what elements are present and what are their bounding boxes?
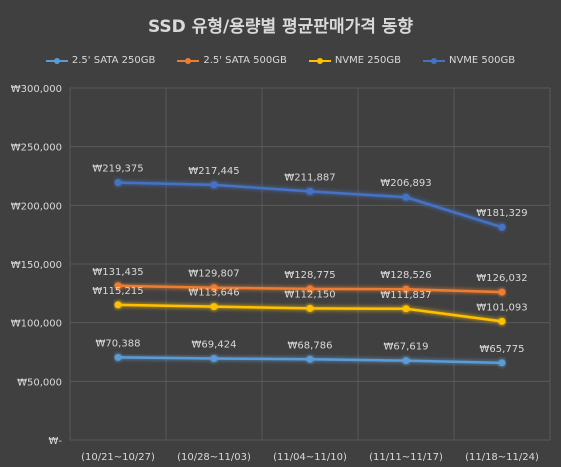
data-point	[114, 353, 122, 361]
data-point	[114, 301, 122, 309]
y-tick-label: ₩-	[49, 436, 63, 447]
data-label: ₩112,150	[284, 289, 335, 300]
data-label: ₩128,775	[284, 270, 335, 281]
data-label: ₩65,775	[480, 344, 525, 355]
data-point	[402, 285, 410, 293]
data-label: ₩129,807	[188, 269, 239, 280]
data-point	[498, 317, 506, 325]
data-point	[498, 359, 506, 367]
legend-item-sata-500: 2.5' SATA 500GB	[177, 55, 287, 66]
data-point	[498, 223, 506, 231]
legend-label: NVME 500GB	[448, 55, 516, 66]
data-point	[498, 288, 506, 296]
y-tick-label: ₩250,000	[11, 143, 62, 154]
x-tick-label: (10/28~11/03)	[177, 452, 251, 463]
data-point	[306, 285, 314, 293]
data-point	[402, 357, 410, 365]
data-point	[114, 282, 122, 290]
data-point	[402, 305, 410, 313]
data-point	[306, 304, 314, 312]
y-tick-label: ₩50,000	[17, 377, 62, 388]
y-tick-label: ₩150,000	[11, 260, 62, 271]
data-label: ₩211,887	[284, 172, 335, 183]
data-label: ₩219,375	[92, 164, 143, 175]
y-tick-label: ₩300,000	[11, 84, 62, 95]
data-point	[114, 179, 122, 187]
legend-swatch-icon	[422, 56, 445, 66]
data-label: ₩128,526	[380, 270, 431, 281]
data-point	[210, 181, 218, 189]
data-label: ₩115,215	[92, 286, 143, 297]
data-point	[210, 355, 218, 363]
data-label: ₩67,619	[384, 342, 429, 353]
chart-title: SSD 유형/용량별 평균판매가격 동향	[147, 17, 414, 37]
y-tick-label: ₩200,000	[11, 201, 62, 212]
data-point	[210, 284, 218, 292]
x-tick-label: (10/21~10/27)	[81, 452, 155, 463]
y-tick-label: ₩100,000	[11, 319, 62, 330]
data-point	[306, 187, 314, 195]
data-label: ₩206,893	[380, 178, 431, 189]
data-label: ₩217,445	[188, 166, 239, 177]
data-label: ₩101,093	[476, 302, 527, 313]
legend-swatch-icon	[45, 56, 68, 66]
x-tick-label: (11/04~11/10)	[273, 452, 347, 463]
legend-item-sata-250: 2.5' SATA 250GB	[45, 55, 156, 66]
legend-label: 2.5' SATA 500GB	[203, 55, 287, 66]
data-label: ₩70,388	[96, 338, 141, 349]
legend-item-nvme-500: NVME 500GB	[422, 55, 516, 66]
legend-label: 2.5' SATA 250GB	[71, 55, 156, 66]
legend-label: NVME 250GB	[334, 55, 401, 66]
data-label: ₩126,032	[476, 273, 527, 284]
x-tick-label: (11/18~11/24)	[465, 452, 539, 463]
legend: 2.5' SATA 250GB 2.5' SATA 500GB NVME 250…	[0, 55, 561, 66]
data-point	[210, 303, 218, 311]
data-label: ₩68,786	[288, 340, 333, 351]
legend-swatch-icon	[177, 56, 200, 66]
data-point	[306, 355, 314, 363]
legend-swatch-icon	[308, 56, 331, 66]
data-label: ₩69,424	[192, 340, 237, 351]
data-label: ₩131,435	[92, 267, 143, 278]
data-label: ₩181,329	[476, 208, 527, 219]
data-point	[402, 193, 410, 201]
legend-item-nvme-250: NVME 250GB	[308, 55, 401, 66]
x-tick-label: (11/11~11/17)	[369, 452, 443, 463]
data-label: ₩113,646	[188, 288, 239, 299]
data-label: ₩111,837	[380, 290, 431, 301]
